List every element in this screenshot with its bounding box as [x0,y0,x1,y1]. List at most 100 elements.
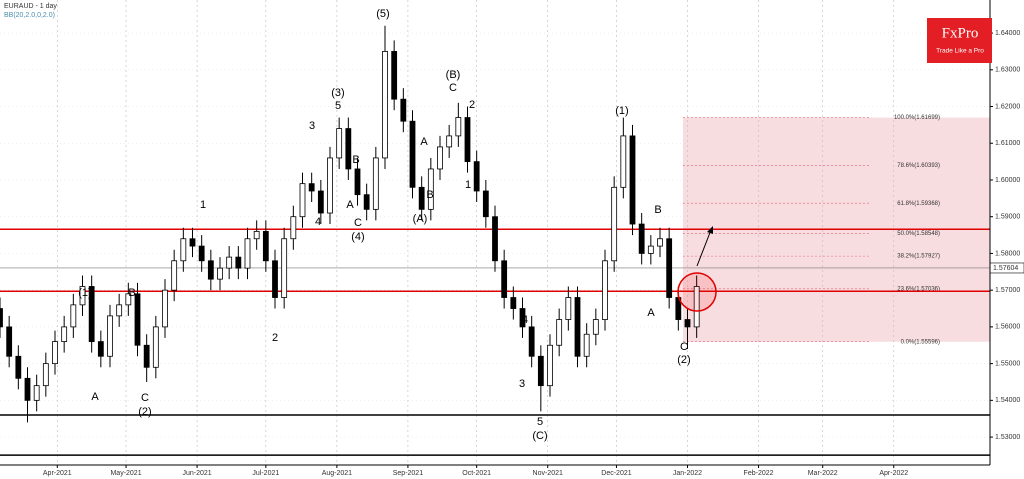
candle-body [638,223,645,254]
wave-label: (A) [413,213,428,225]
wave-label: (1) [615,105,628,117]
wave-label: 4 [315,216,321,228]
candle-body [611,186,618,262]
candle-body [226,256,233,269]
wave-label: B [128,287,135,299]
fibonacci-label: 100.0%(1.61699) [894,115,940,121]
y-tick-label: 1.56000 [995,324,1020,331]
candle-body [391,51,398,100]
candle-body [372,157,379,210]
candle-body [15,355,22,379]
candle-body [52,341,58,365]
x-tick-label: Apr-2022 [879,470,908,477]
candle-body [528,326,535,357]
candle-body [207,260,214,280]
candle-body [42,363,49,387]
x-tick-label: Jun-2021 [182,470,211,477]
y-tick-label: 1.53000 [995,434,1020,441]
candle-body [299,183,306,218]
candle-body [171,260,178,291]
y-tick-label: 1.62000 [995,103,1020,110]
arrow-line [696,229,712,267]
candle-body [510,297,517,309]
candle-body [501,260,508,298]
candle-body [437,146,443,170]
candle-body [537,355,544,387]
candle-body [189,238,196,247]
candle-body [327,157,333,214]
x-tick-label: Dec-2021 [601,470,631,477]
candle-body [308,183,315,192]
y-tick-label: 1.59000 [995,214,1020,221]
wave-label: A [346,199,354,211]
wave-label: (B) [446,69,461,81]
candle-body [143,344,150,368]
wave-label: A [420,136,428,148]
wave-label: 5 [537,416,543,428]
candle-body [180,238,187,262]
candle-body [693,286,700,328]
wave-label: (2) [677,354,690,366]
candle-body [152,326,159,368]
candle-body [464,117,471,163]
wave-label: C [680,341,688,353]
wave-label: B [352,154,359,166]
candle-body [70,304,77,328]
chart-title: EURAUD - 1 day [4,3,57,10]
candle-body [427,168,434,210]
candle-body [345,128,352,170]
wave-label: A [91,391,99,403]
x-tick-label: Feb-2022 [744,470,774,477]
candle-body [125,293,132,306]
wave-label: 4 [522,314,528,326]
x-tick-label: Jan-2022 [673,470,702,477]
logo-tagline: Trade Like a Pro [936,48,984,55]
x-tick-label: Nov-2021 [533,470,563,477]
y-tick-label: 1.58000 [995,250,1020,257]
wave-label: C [449,82,457,94]
candle-body [418,186,425,210]
x-tick-label: Oct-2021 [462,470,491,477]
candle-body [79,286,86,306]
y-tick-label: 1.61000 [995,140,1020,147]
fibonacci-label: 78.6%(1.60393) [897,163,940,169]
candle-body [473,161,480,192]
candle-body [382,51,388,159]
candle-body [446,135,453,148]
candle-body [198,245,205,262]
current-price-label: 1.57604 [993,265,1018,272]
wave-label: 1 [200,199,206,211]
wave-label: 3 [309,120,315,132]
wave-label: 2 [469,99,475,111]
candle-body [217,267,223,280]
candle-body [88,286,95,342]
y-tick-label: 1.55000 [995,360,1020,367]
candle-body [492,216,498,262]
wave-label: (3) [331,87,344,99]
candle-body [317,190,324,214]
candle-body [244,238,251,269]
candle-body [547,344,553,387]
candle-body [253,230,260,240]
candle-body [657,238,663,247]
x-tick-label: Sep-2021 [393,470,423,477]
plot-layer: 1.64000 1.63000 1.62000 1.61000 1.60000 1.590… [0,8,1024,477]
candle-body [281,238,288,298]
wave-label: B [426,189,433,201]
wave-label: 1 [465,179,471,191]
wave-label: C [354,217,362,229]
candle-body [519,308,526,328]
candle-body [97,341,104,357]
candle-body [583,333,590,357]
candle-body [684,319,691,328]
candle-body [455,117,462,137]
x-tick-label: Mar-2022 [808,470,838,477]
wave-label: B [654,204,661,216]
candle-body [666,238,673,298]
y-tick-label: 1.57000 [995,287,1020,294]
candle-body [602,260,608,320]
candle-body [556,319,563,346]
candle-body [629,135,636,225]
